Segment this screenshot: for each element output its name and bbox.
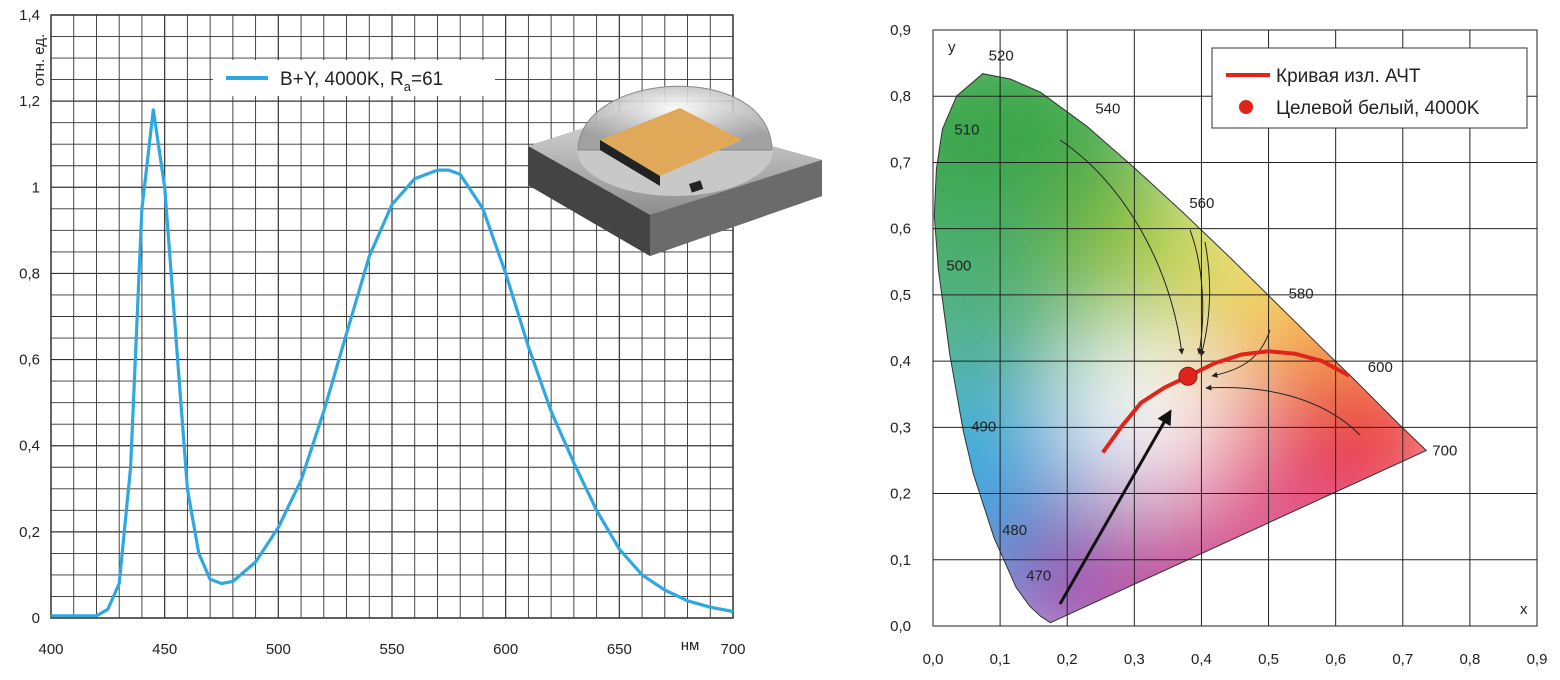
cie-y-tick-label: 0,0 xyxy=(890,618,911,635)
cie-y-tick-label: 0,9 xyxy=(890,22,911,39)
spectrum-x-tick-label: 700 xyxy=(720,641,745,658)
spectrum-x-tick-label: 600 xyxy=(493,641,518,658)
cie-x-tick-label: 0,9 xyxy=(1527,651,1548,668)
cie-wavelength-label: 700 xyxy=(1432,443,1457,460)
cie-tick-labels: 0,0 0,1 0,2 0,3 0,4 0,5 0,6 0,7 0,8 0,9 0,0 0,1 0,2 0… xyxy=(890,22,1547,668)
cie-y-tick-label: 0,8 xyxy=(890,88,911,105)
cie-legend: Кривая изл. АЧТ Целевой белый, 4000K xyxy=(1211,47,1528,129)
cie-target-white-point xyxy=(1178,366,1198,386)
cie-spectral-locus xyxy=(933,73,1428,624)
cie-y-tick-label: 0,2 xyxy=(890,486,911,503)
led-photo xyxy=(528,85,822,256)
cie-chart: 0,0 0,1 0,2 0,3 0,4 0,5 0,6 0,7 0,8 0,9 0,0 0,1 0,2 0… xyxy=(890,22,1547,668)
cie-main-arrow xyxy=(1058,409,1172,605)
spectrum-y-tick-label: 1,2 xyxy=(19,93,40,110)
cie-x-axis-label: x xyxy=(1520,601,1528,618)
spectrum-y-tick-label: 0,4 xyxy=(19,438,40,455)
cie-y-tick-label: 0,1 xyxy=(890,552,911,569)
cie-wavelength-label: 600 xyxy=(1368,359,1393,376)
cie-wavelength-label: 580 xyxy=(1289,285,1314,302)
spectrum-x-tick-label: 650 xyxy=(607,641,632,658)
cie-planckian-locus-line xyxy=(1101,349,1351,454)
spectrum-tick-labels: 400 450 500 550 600 650 700 0 0,2 0,4 0,6 0,8 1 1,2 1,… xyxy=(19,7,745,658)
cie-grid xyxy=(932,29,1538,627)
spectrum-y-tick-label: 0 xyxy=(32,610,40,627)
cie-x-tick-label: 0,5 xyxy=(1258,651,1279,668)
cie-x-tick-label: 0,7 xyxy=(1392,651,1413,668)
spectrum-legend-label: B+Y, 4000K, Ra=61 xyxy=(280,69,443,94)
cie-wavelength-label: 500 xyxy=(946,258,971,275)
cie-legend-label-line: Кривая изл. АЧТ xyxy=(1276,66,1421,87)
spectrum-x-tick-label: 450 xyxy=(152,641,177,658)
cie-wavelength-label: 560 xyxy=(1189,195,1214,212)
spectrum-y-tick-label: 1,4 xyxy=(19,7,40,24)
cie-x-tick-label: 0,8 xyxy=(1459,651,1480,668)
spectrum-y-tick-label: 0,8 xyxy=(19,265,40,282)
spectrum-x-axis-label: нм xyxy=(681,637,700,654)
spectrum-y-tick-label: 0,6 xyxy=(19,352,40,369)
spectrum-x-tick-label: 500 xyxy=(266,641,291,658)
spectrum-legend-label-sub: a xyxy=(404,79,412,94)
cie-x-tick-label: 0,0 xyxy=(923,651,944,668)
cie-y-tick-label: 0,7 xyxy=(890,154,911,171)
cie-x-tick-label: 0,3 xyxy=(1124,651,1145,668)
cie-y-axis-label: y xyxy=(948,39,956,56)
cie-guide-arrows xyxy=(1059,139,1361,436)
cie-x-tick-label: 0,2 xyxy=(1057,651,1078,668)
cie-wavelength-label: 490 xyxy=(971,419,996,436)
cie-wavelength-labels: 470 480 490 500 510 520 540 560 580 600 700 xyxy=(946,48,1457,585)
spectrum-series-line xyxy=(51,108,734,618)
cie-y-tick-label: 0,6 xyxy=(890,221,911,238)
cie-legend-label-point: Целевой белый, 4000K xyxy=(1276,98,1480,119)
cie-legend-box xyxy=(1211,47,1528,129)
cie-x-tick-label: 0,1 xyxy=(990,651,1011,668)
spectrum-y-tick-label: 1 xyxy=(32,179,40,196)
spectrum-x-tick-label: 400 xyxy=(38,641,63,658)
cie-wavelength-label: 520 xyxy=(989,48,1014,65)
spectrum-chart: 400 450 500 550 600 650 700 0 0,2 0,4 0,6 0,8 1 1,2 1,… xyxy=(19,7,822,658)
spectrum-legend-label-tail: =61 xyxy=(411,69,443,90)
spectrum-y-axis-label: отн. ед. xyxy=(31,34,48,86)
cie-wavelength-label: 510 xyxy=(954,121,979,138)
cie-y-tick-label: 0,4 xyxy=(890,353,911,370)
cie-wavelength-label: 470 xyxy=(1026,568,1051,585)
spectrum-legend-label-main: B+Y, 4000K, R xyxy=(280,69,404,90)
cie-wavelength-label: 540 xyxy=(1095,101,1120,118)
cie-y-tick-label: 0,5 xyxy=(890,287,911,304)
cie-x-tick-label: 0,6 xyxy=(1325,651,1346,668)
spectrum-x-tick-label: 550 xyxy=(379,641,404,658)
cie-y-tick-label: 0,3 xyxy=(890,419,911,436)
cie-wavelength-label: 480 xyxy=(1002,522,1027,539)
cie-x-tick-label: 0,4 xyxy=(1191,651,1212,668)
spectrum-legend: B+Y, 4000K, Ra=61 xyxy=(213,60,495,96)
spectrum-y-tick-label: 0,2 xyxy=(19,524,40,541)
cie-legend-swatch-point xyxy=(1239,100,1253,114)
